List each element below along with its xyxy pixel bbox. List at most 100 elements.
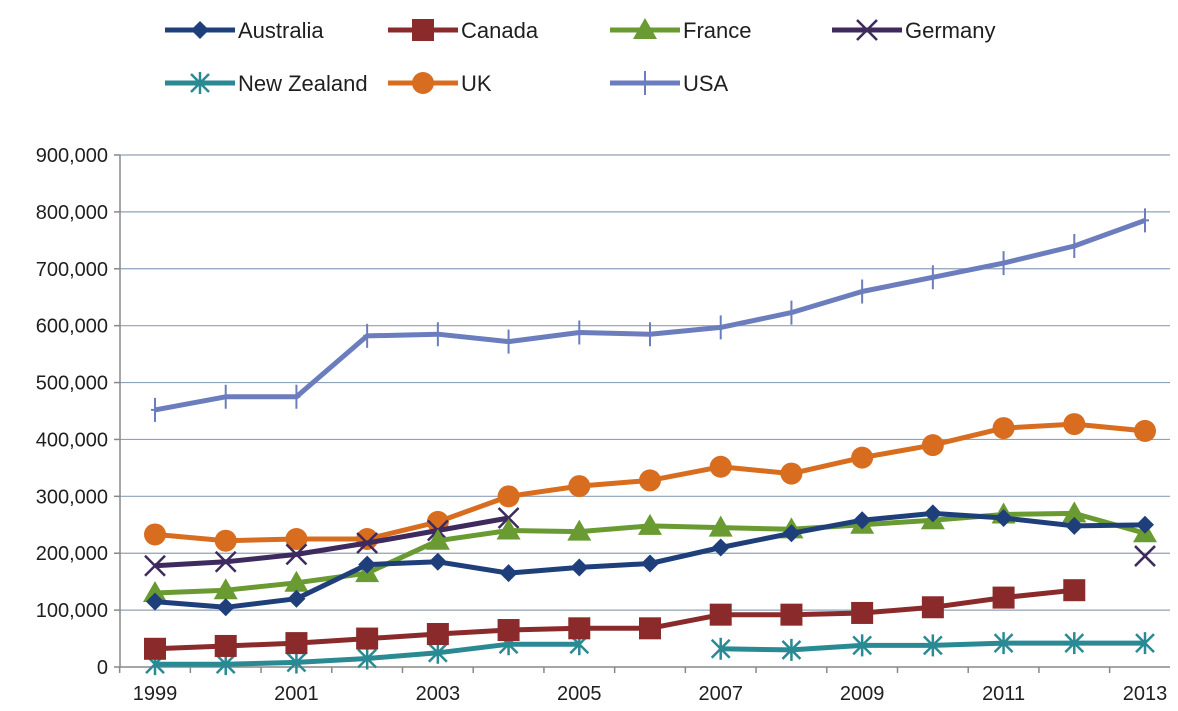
data-point-australia (1136, 515, 1154, 534)
data-point-canada (568, 617, 591, 640)
data-point-usa (1070, 234, 1079, 259)
legend-label-uk: UK (461, 71, 492, 96)
legend-marker-new-zealand (190, 72, 210, 94)
data-point-germany (285, 543, 308, 566)
data-point-usa (433, 322, 442, 347)
y-tick-label: 600,000 (36, 316, 108, 338)
data-point-new-zealand (993, 632, 1014, 655)
data-point-canada (921, 596, 944, 619)
y-tick-label: 200,000 (36, 543, 108, 565)
data-point-canada (780, 603, 803, 626)
data-point-canada (426, 623, 449, 646)
data-point-uk (921, 434, 944, 457)
data-point-france (567, 519, 592, 541)
series-line-usa (154, 218, 1146, 413)
data-point-new-zealand (710, 637, 731, 660)
series-lines (143, 208, 1157, 676)
legend-label-usa: USA (683, 71, 729, 96)
x-tick-label: 2003 (416, 683, 461, 705)
data-point-canada (851, 601, 874, 624)
data-point-australia (711, 538, 730, 557)
data-point-canada (639, 617, 661, 640)
x-tick-label: 2005 (557, 683, 602, 705)
legend-item-canada: Canada (388, 18, 539, 43)
legend-label-germany: Germany (905, 18, 995, 43)
data-point-uk (285, 528, 308, 550)
data-point-usa (151, 397, 159, 422)
legend-marker-uk (412, 72, 434, 94)
data-point-canada (144, 637, 166, 660)
x-tick-label: 2013 (1123, 683, 1168, 705)
data-point-usa (858, 279, 867, 304)
series-line-germany (154, 515, 510, 569)
series-new-zealand (145, 632, 1155, 676)
data-point-germany (214, 550, 237, 573)
legend-marker-australia (191, 21, 209, 39)
x-tick-label: 1999 (133, 683, 178, 705)
series-line-canada (154, 587, 1075, 652)
y-tick-label: 800,000 (36, 202, 108, 224)
data-point-canada (992, 586, 1015, 609)
y-tick-label: 700,000 (36, 259, 108, 281)
data-point-france (1062, 501, 1087, 523)
legend: Australia Canada France Germany New Zealand U… (165, 18, 995, 96)
legend-label-france: France (683, 18, 751, 43)
data-point-canada (1063, 579, 1086, 602)
y-tick-label: 300,000 (36, 486, 108, 508)
data-point-usa (292, 384, 301, 409)
data-point-france (213, 578, 238, 600)
data-point-uk (1134, 419, 1156, 442)
series-usa (151, 208, 1149, 422)
data-point-australia (994, 508, 1013, 527)
data-point-new-zealand (852, 634, 873, 657)
data-point-uk (497, 485, 520, 508)
data-point-usa (221, 384, 230, 409)
legend-item-australia: Australia (165, 18, 324, 43)
legend-label-canada: Canada (461, 18, 539, 43)
series-australia (146, 504, 1154, 617)
data-point-australia (428, 552, 447, 571)
data-point-usa (363, 323, 372, 348)
data-point-france (496, 518, 521, 540)
data-point-uk (1063, 413, 1086, 436)
y-tick-label: 100,000 (36, 600, 108, 622)
data-point-australia (782, 524, 801, 543)
data-point-australia (1065, 516, 1084, 535)
legend-item-new-zealand: New Zealand (165, 71, 368, 96)
data-point-uk (709, 455, 732, 478)
data-point-new-zealand (1064, 632, 1085, 655)
data-point-germany (356, 532, 379, 554)
data-point-france (284, 570, 309, 592)
legend-item-usa: USA (610, 71, 729, 96)
legend-marker-usa (641, 71, 649, 95)
y-tick-label: 400,000 (36, 429, 108, 451)
data-point-france (638, 513, 662, 535)
series-germany (144, 507, 1156, 577)
data-point-uk (780, 462, 803, 485)
axes: 0 100,000 200,000 300,000 400,000 500,000 600,… (36, 145, 1170, 705)
data-point-uk (639, 469, 661, 492)
data-point-germany (1134, 545, 1156, 567)
data-point-canada (497, 619, 520, 642)
x-tick-label: 2011 (982, 683, 1025, 705)
data-point-australia (499, 564, 518, 583)
x-tick-label: 2009 (840, 683, 885, 705)
data-point-usa (1141, 208, 1149, 233)
data-point-uk (992, 417, 1015, 440)
data-point-usa (504, 329, 513, 354)
legend-label-australia: Australia (238, 18, 324, 43)
data-point-france (143, 581, 167, 603)
legend-marker-germany (856, 19, 878, 41)
data-point-canada (709, 603, 732, 626)
legend-item-france: France (610, 18, 751, 43)
data-point-new-zealand (427, 641, 448, 664)
data-point-uk (214, 529, 237, 552)
data-point-australia (358, 555, 377, 574)
data-point-germany (497, 507, 520, 529)
data-point-canada (214, 634, 237, 657)
legend-item-germany: Germany (832, 18, 995, 43)
data-point-canada (285, 632, 308, 655)
data-point-australia (923, 504, 942, 523)
data-point-uk (851, 446, 874, 469)
